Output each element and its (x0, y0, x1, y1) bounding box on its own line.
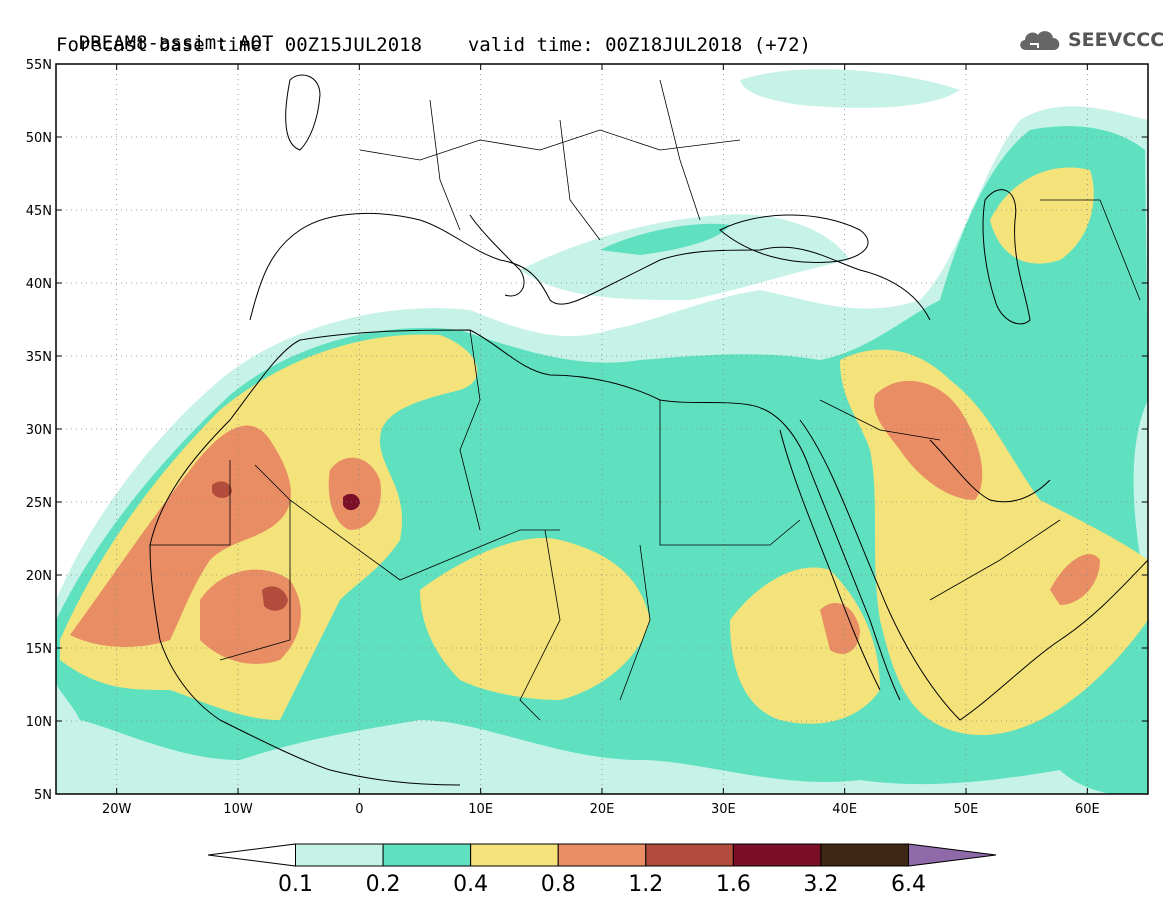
coastline-arabia (799, 419, 1148, 721)
border-europe-4 (659, 79, 701, 221)
colorbar-label: 0.8 (541, 872, 576, 897)
colorbar-label: 0.1 (278, 872, 313, 897)
colorbar-swatch (732, 843, 822, 867)
border-europe-2 (429, 99, 461, 231)
aot-band-1.2-wsahara (212, 481, 232, 498)
border-sahara-4 (659, 400, 801, 546)
lat-tick-label: 55N (26, 58, 52, 73)
aot-band-0.2-caucasus (600, 223, 730, 255)
colorbar-label: 0.4 (453, 872, 488, 897)
lon-tick-label: 30E (711, 802, 736, 817)
seevccc-logo: SEEVCCC (1016, 24, 1164, 56)
colorbar-label: 0.2 (366, 872, 401, 897)
lat-tick-label: 40N (26, 277, 52, 292)
base-time: Forecast base time: 00Z15JUL2018 (56, 34, 423, 56)
border-europe-5 (1040, 199, 1141, 301)
coastline-red-sea (779, 429, 881, 691)
colorbar: 0.1 0.2 0.4 0.8 1.2 1.6 3.2 6.4 (207, 843, 997, 897)
aot-band-0.8-sudan (820, 602, 860, 654)
lon-axis: 20W 10W 0 10E 20E 30E 40E 50E 60E (102, 64, 1100, 817)
aot-contours (56, 69, 1148, 794)
border-sahara-7 (219, 500, 291, 661)
coastlines (149, 74, 1148, 786)
lat-tick-label: 5N (34, 788, 52, 803)
lat-tick-label: 30N (26, 423, 52, 438)
aot-band-0.8-iraq (874, 380, 983, 500)
colorbar-swatch (820, 843, 910, 867)
logo-text: SEEVCCC (1068, 29, 1165, 51)
border-sahara-2 (254, 464, 560, 581)
colorbar-label: 1.2 (628, 872, 663, 897)
aot-band-0.8-west (70, 425, 291, 647)
title-line-1: DREAM8-assim: AOT (56, 10, 273, 54)
valid-time: valid time: 00Z18JUL2018 (+72) (467, 34, 811, 56)
colorbar-label: 1.6 (716, 872, 751, 897)
lon-tick-label: 10E (468, 802, 493, 817)
lat-tick-label: 15N (26, 642, 52, 657)
lon-tick-label: 40E (832, 802, 857, 817)
coastline-caspian (982, 189, 1031, 325)
aot-band-0.4-central (420, 538, 650, 700)
border-europe-1 (359, 129, 741, 161)
lon-tick-label: 50E (954, 802, 979, 817)
coastline-uk (285, 74, 321, 151)
lon-tick-label: 10W (223, 802, 253, 817)
aot-band-0.4-caspian (990, 167, 1094, 264)
border-sahara-1 (150, 460, 231, 546)
lon-tick-label: 0 (355, 802, 363, 817)
colorbar-min-arrow (207, 843, 296, 867)
coastline-africa-north (149, 329, 901, 701)
aot-band-0.2 (56, 126, 1148, 794)
lat-tick-label: 45N (26, 204, 52, 219)
colorbar-swatch (645, 843, 734, 867)
aot-band-0.1-upper (740, 69, 960, 108)
lon-tick-label: 20E (590, 802, 615, 817)
coastline-gulf (929, 439, 1051, 503)
colorbar-label: 6.4 (891, 872, 926, 897)
aot-band-0.8-mali (200, 569, 301, 664)
colorbar-swatch (382, 843, 472, 867)
colorbar-max-arrow (908, 843, 997, 867)
product-title: DREAM8-assim: AOT (78, 32, 274, 54)
cloud-icon (1020, 31, 1060, 50)
map-grid (56, 64, 1148, 794)
lon-tick-label: 20W (102, 802, 132, 817)
coastline-italy (469, 214, 525, 297)
colorbar-swatch (557, 843, 647, 867)
aot-band-0.8-algeria (328, 457, 381, 530)
coastline-africa-west (149, 544, 461, 786)
lat-tick-label: 50N (26, 131, 52, 146)
country-borders (150, 79, 1141, 721)
lat-axis: 55N 50N 45N 40N 35N 30N 25N 20N 15N 10N 5N (26, 58, 1148, 803)
lat-tick-label: 35N (26, 350, 52, 365)
border-mideast-2 (929, 519, 1061, 601)
border-sahara-6 (619, 544, 651, 701)
lat-tick-label: 20N (26, 569, 52, 584)
coastline-black-sea (719, 214, 869, 263)
lon-tick-label: 60E (1075, 802, 1100, 817)
aot-band-0.1-balkans (520, 214, 850, 300)
border-sahara-3 (459, 329, 481, 531)
lat-tick-label: 25N (26, 496, 52, 511)
lat-tick-label: 10N (26, 715, 52, 730)
aot-band-0.8-oman (1050, 554, 1100, 605)
border-mideast-1 (819, 399, 941, 441)
border-sahara-5 (519, 529, 561, 721)
colorbar-swatch (470, 843, 559, 867)
colorbar-label: 3.2 (803, 872, 838, 897)
aot-band-1.2-mauritania (262, 586, 288, 611)
colorbar-swatch (295, 843, 384, 867)
border-europe-3 (559, 119, 601, 241)
title-line-2: Forecast base time: 00Z15JUL2018 valid t… (56, 34, 811, 56)
coastline-europe (249, 212, 931, 321)
